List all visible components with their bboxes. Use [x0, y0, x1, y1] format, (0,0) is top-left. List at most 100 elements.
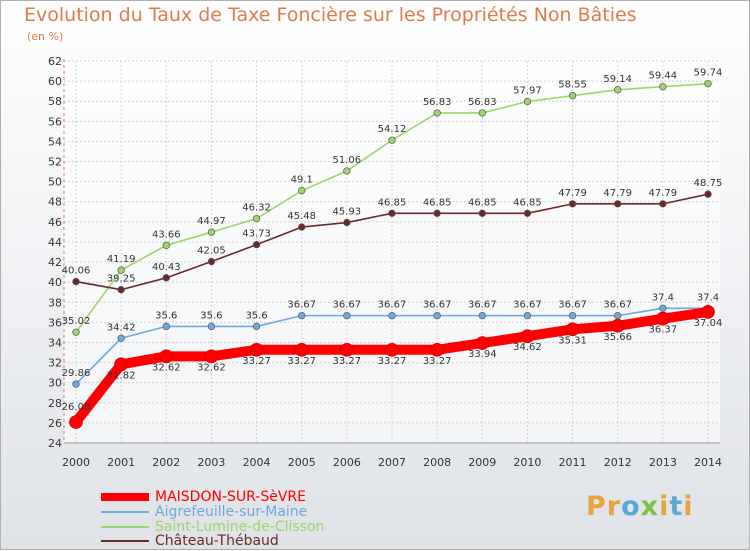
data-point: [520, 329, 535, 344]
data-label: 59.44: [649, 71, 678, 82]
data-label: 34.42: [107, 322, 136, 333]
data-point: [701, 305, 715, 319]
data-label: 35.31: [558, 335, 587, 346]
data-label: 36.37: [649, 325, 678, 336]
data-point: [162, 322, 170, 331]
data-point: [659, 83, 667, 91]
y-tick-label: 44: [48, 236, 62, 249]
y-tick-label: 40: [48, 276, 62, 289]
data-point: [478, 209, 486, 217]
series-3: [72, 190, 712, 294]
data-point: [523, 97, 532, 106]
data-label: 56.83: [423, 97, 452, 108]
data-point: [568, 92, 577, 100]
data-label: 32.62: [152, 362, 181, 373]
data-label: 44.97: [197, 216, 226, 227]
data-label: 40.43: [152, 262, 181, 273]
data-label: 37.4: [697, 292, 719, 303]
data-point: [159, 349, 174, 364]
data-point: [568, 311, 577, 320]
data-label: 46.32: [242, 203, 271, 214]
data-point: [610, 318, 625, 333]
data-point: [568, 200, 577, 208]
data-label: 35.6: [245, 310, 267, 321]
data-label: 36.67: [423, 300, 452, 311]
data-point: [249, 342, 264, 357]
data-point: [523, 209, 532, 217]
y-tick-label: 38: [48, 296, 62, 309]
x-tick-label: 2007: [378, 456, 406, 469]
data-label: 35.66: [603, 332, 632, 343]
data-point: [207, 322, 216, 331]
data-point: [388, 136, 396, 144]
y-tick-label: 30: [48, 377, 62, 390]
data-point: [478, 311, 486, 320]
data-point: [252, 214, 261, 223]
y-tick-label: 34: [48, 336, 62, 349]
data-label: 51.06: [333, 155, 362, 166]
data-label: 59.74: [694, 68, 723, 79]
data-point: [298, 223, 306, 231]
x-tick-label: 2006: [333, 456, 361, 469]
data-label: 36.67: [513, 300, 542, 311]
legend-item-maisdon: MAISDON-SUR-SèVRE: [101, 489, 421, 507]
y-tick-label: 32: [48, 357, 62, 370]
data-label: 34.62: [513, 342, 542, 353]
data-point: [614, 311, 622, 320]
data-point: [659, 304, 667, 312]
data-point: [252, 241, 261, 249]
proxiti-logo: Proxiti: [586, 491, 694, 522]
legend-swatch-maisdon: [101, 493, 149, 501]
data-label: 35.02: [62, 316, 91, 327]
x-tick-label: 2010: [513, 456, 541, 469]
data-label: 46.85: [423, 197, 452, 208]
data-label: 57.97: [513, 86, 542, 97]
data-label: 33.27: [287, 356, 316, 367]
data-label: 36.67: [603, 300, 632, 311]
data-label: 58.55: [558, 80, 587, 91]
data-point: [614, 86, 622, 94]
logo-part: Pr: [586, 491, 622, 522]
data-point: [433, 311, 441, 320]
data-label: 43.73: [242, 229, 271, 240]
data-label: 41.19: [107, 254, 136, 265]
legend-swatch-saint-lumine: [101, 526, 149, 528]
data-point: [388, 209, 396, 217]
data-label: 35.6: [200, 310, 222, 321]
logo-part: i: [659, 491, 670, 522]
data-point: [298, 311, 306, 320]
data-point: [117, 266, 125, 274]
data-point: [704, 190, 712, 198]
y-tick-label: 62: [48, 55, 62, 68]
data-label: 31.82: [107, 370, 136, 381]
x-tick-label: 2004: [243, 456, 271, 469]
y-tick-label: 52: [48, 156, 62, 169]
data-label: 33.27: [423, 356, 452, 367]
y-tick-label: 58: [48, 95, 62, 108]
data-label: 39.25: [107, 274, 136, 285]
series-1: [72, 304, 712, 388]
data-label: 36.67: [333, 300, 362, 311]
data-label: 33.27: [333, 356, 362, 367]
data-point: [704, 80, 712, 88]
y-tick-label: 56: [48, 115, 62, 128]
data-label: 54.12: [378, 124, 407, 135]
data-label: 45.48: [287, 211, 316, 222]
data-point: [72, 380, 80, 388]
data-point: [659, 200, 667, 208]
legend-swatch-aigrefeuille: [101, 511, 149, 513]
legend-label-saint-lumine: Saint-Lumine-de-Clisson: [155, 519, 325, 535]
data-label: 29.86: [62, 368, 91, 379]
x-tick-label: 2012: [604, 456, 632, 469]
data-label: 33.27: [378, 356, 407, 367]
data-point: [252, 322, 261, 331]
data-point: [656, 311, 670, 326]
data-label: 37.4: [652, 292, 674, 303]
data-label: 42.05: [197, 246, 226, 257]
x-tick-label: 2002: [152, 456, 180, 469]
data-label: 32.62: [197, 362, 226, 373]
y-tick-label: 48: [48, 196, 62, 209]
data-point: [523, 311, 532, 320]
data-point: [72, 277, 80, 286]
